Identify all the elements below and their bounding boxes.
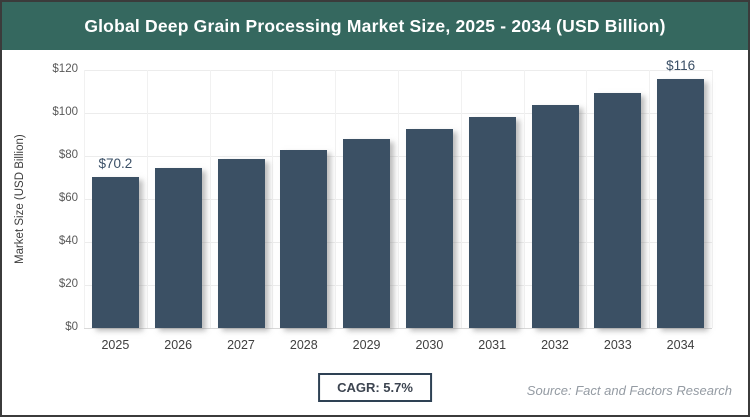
y-axis-tick-label: $0 [65,321,78,333]
chart-header: Global Deep Grain Processing Market Size… [2,2,748,50]
bar-2030 [405,128,453,328]
gridline-vertical [272,70,274,328]
y-axis-tick-label: $40 [58,235,78,247]
gridline-vertical [712,70,713,328]
gridline-vertical [84,70,85,328]
gridline-vertical [335,70,337,328]
gridline-vertical [398,70,399,328]
x-axis-tick-label: 2033 [603,338,632,352]
x-axis-tick-label: 2027 [227,338,255,352]
bar-2034 [657,78,705,328]
gridline-vertical [146,70,148,328]
gridline-vertical [649,70,651,328]
bar-2027 [217,159,265,328]
bar-value-label: $116 [666,57,696,73]
y-axis-tick-label: $80 [58,149,78,161]
bar-2025 [91,177,139,328]
gridline-horizontal [84,328,712,329]
y-axis-tick-label: $20 [58,278,78,290]
x-axis-tick-label: 2032 [541,338,569,352]
gridline-vertical [209,70,211,328]
chart-title: Global Deep Grain Processing Market Size… [84,15,666,36]
x-axis-tick-label: 2034 [666,338,695,352]
y-axis-tick-label: $60 [58,192,78,204]
gridline-vertical [460,70,462,328]
x-axis-tick-label: 2031 [478,338,507,352]
gridline-vertical [586,70,588,328]
x-axis-tick-label: 2025 [101,338,130,352]
y-axis-tick-label: $120 [52,63,78,75]
bar-2028 [280,149,328,328]
bar-2033 [594,92,642,328]
cagr-badge: CAGR: 5.7% [318,373,432,402]
source-note: Source: Fact and Factors Research [526,383,732,398]
bar-2032 [531,105,579,328]
x-axis-tick-label: 2026 [164,338,193,352]
x-axis-tick-label: 2028 [289,338,318,352]
bar-2026 [154,168,202,328]
x-axis-tick-label: 2030 [415,338,444,352]
bar-2031 [468,117,516,328]
x-axis-tick-label: 2029 [352,338,381,352]
bar-value-label: $70.2 [98,156,133,172]
y-axis-tick-label: $100 [52,106,78,118]
bar-2029 [343,139,391,328]
gridline-vertical [523,70,525,328]
